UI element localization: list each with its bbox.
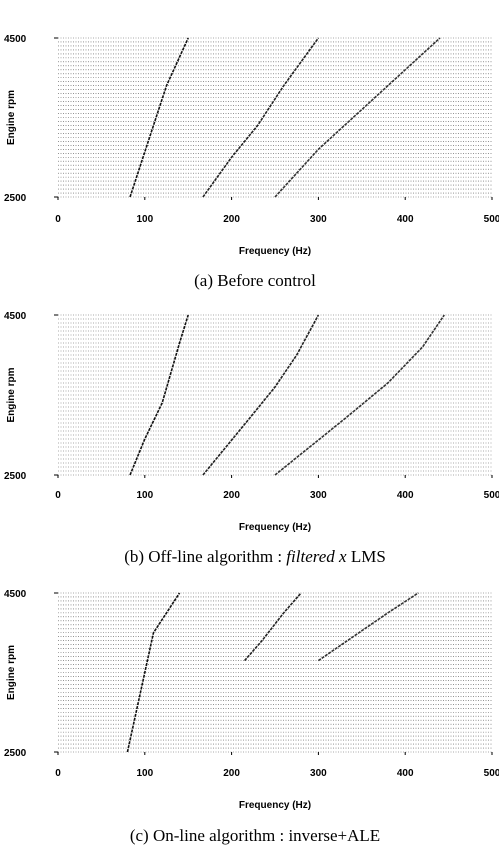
- y-tick-label: 2500: [4, 471, 27, 482]
- ridge-line: [129, 314, 189, 476]
- y-tick-label: 2500: [4, 193, 27, 204]
- x-tick-label: 100: [136, 490, 153, 501]
- x-axis-label: Frequency (Hz): [239, 246, 311, 257]
- caption-part: x: [335, 547, 347, 566]
- y-tick-label: 4500: [4, 311, 27, 322]
- ridge-line: [129, 37, 189, 198]
- x-axis-label: Frequency (Hz): [239, 522, 311, 533]
- x-tick-label: 100: [136, 768, 153, 779]
- caption-part: (c) On-line algorithm : inverse+ALE: [130, 826, 380, 845]
- y-tick-label: 2500: [4, 748, 27, 759]
- caption-part: LMS: [347, 547, 386, 566]
- x-tick-label: 0: [55, 490, 61, 501]
- ridge-line: [317, 592, 419, 662]
- ridge-line: [202, 37, 320, 198]
- caption: (c) On-line algorithm : inverse+ALE: [130, 826, 380, 845]
- y-tick-label: 4500: [4, 34, 27, 45]
- ridge-line: [244, 592, 302, 662]
- panel: 2500 4500 0 100 200 300 400 500 Engine rpm Freque…: [4, 34, 499, 290]
- x-axis-label: Frequency (Hz): [239, 800, 311, 811]
- x-tick-label: 400: [397, 768, 414, 779]
- ridge-line: [202, 314, 320, 476]
- panel: 2500 4500 0 100 200 300 400 500 Engine rpm Freque…: [4, 311, 499, 566]
- y-axis-label: Engine rpm: [6, 90, 17, 145]
- y-axis-label: Engine rpm: [6, 367, 17, 422]
- x-tick-label: 200: [223, 768, 240, 779]
- caption: (b) Off-line algorithm : filtered x LMS: [124, 547, 386, 566]
- ridge-line: [274, 37, 441, 198]
- y-axis-label: Engine rpm: [6, 645, 17, 700]
- x-tick-label: 400: [397, 214, 414, 225]
- x-tick-label: 500: [484, 768, 499, 779]
- x-tick-label: 300: [310, 768, 327, 779]
- x-tick-label: 0: [55, 214, 61, 225]
- caption-part: (a) Before control: [194, 271, 316, 290]
- ridge-line: [274, 314, 445, 476]
- caption: (a) Before control: [194, 271, 316, 290]
- ridge-line: [126, 592, 181, 753]
- y-tick-label: 4500: [4, 589, 27, 600]
- x-tick-label: 300: [310, 490, 327, 501]
- x-tick-label: 100: [136, 214, 153, 225]
- x-tick-label: 500: [484, 490, 499, 501]
- caption-part: (b) Off-line algorithm :: [124, 547, 286, 566]
- x-tick-label: 200: [223, 214, 240, 225]
- caption-part: filtered: [286, 547, 335, 566]
- x-tick-label: 300: [310, 214, 327, 225]
- x-tick-label: 400: [397, 490, 414, 501]
- x-tick-label: 0: [55, 768, 61, 779]
- x-tick-label: 500: [484, 214, 499, 225]
- x-tick-label: 200: [223, 490, 240, 501]
- panel: 2500 4500 0 100 200 300 400 500 Engine rpm Freque…: [4, 589, 499, 845]
